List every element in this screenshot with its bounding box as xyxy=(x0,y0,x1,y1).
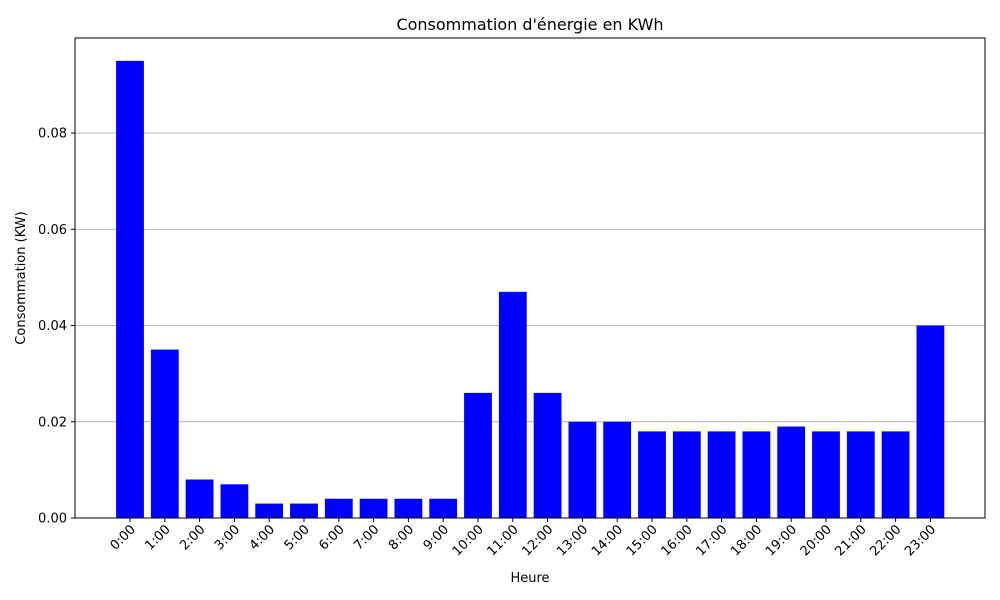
plot-frame xyxy=(74,37,986,519)
x-tick-label: 10:00 xyxy=(450,522,487,559)
x-tick-label: 7:00 xyxy=(351,522,382,553)
bar xyxy=(290,503,318,518)
bar xyxy=(255,503,284,518)
y-tick-label: 0.00 xyxy=(38,512,67,527)
bar xyxy=(116,60,144,518)
x-tick-label: 8:00 xyxy=(386,522,417,553)
bar xyxy=(394,498,423,518)
bar xyxy=(777,426,806,518)
bar xyxy=(638,431,666,518)
x-tick-label: 15:00 xyxy=(624,522,661,559)
y-tick-label: 0.04 xyxy=(38,319,67,334)
x-tick-label: 13:00 xyxy=(554,522,591,559)
bar xyxy=(220,484,249,518)
x-tick-label: 23:00 xyxy=(902,522,939,559)
y-axis-label: Consommation (KW) xyxy=(14,211,29,344)
bar xyxy=(916,325,945,518)
y-tick-label: 0.06 xyxy=(38,223,67,238)
x-tick-label: 9:00 xyxy=(421,522,452,553)
x-tick-label: 20:00 xyxy=(798,522,835,559)
bar xyxy=(846,431,875,518)
x-tick-label: 2:00 xyxy=(177,522,208,553)
bar xyxy=(603,421,632,518)
bar xyxy=(150,349,179,518)
x-tick-label: 17:00 xyxy=(693,522,730,559)
bar xyxy=(742,431,771,518)
bar xyxy=(324,498,353,518)
x-tick-label: 19:00 xyxy=(763,522,800,559)
y-axis-ticks: 0.00 0.02 0.04 0.06 0.08 xyxy=(38,127,75,527)
x-axis-ticks: 0:00 1:00 2:00 3:00 4:00 5:00 6:00 7:00 8:00 9:00… xyxy=(108,518,939,559)
bar xyxy=(498,291,527,518)
x-tick-label: 0:00 xyxy=(108,522,139,553)
x-tick-label: 3:00 xyxy=(212,522,243,553)
y-tick-label: 0.02 xyxy=(38,415,67,430)
bar xyxy=(812,431,840,518)
x-tick-label: 4:00 xyxy=(247,522,278,553)
bar xyxy=(533,392,562,518)
chart-title: Consommation d'énergie en KWh xyxy=(396,15,663,34)
x-tick-label: 11:00 xyxy=(485,522,522,559)
bar xyxy=(185,479,214,518)
grid-lines xyxy=(75,132,985,423)
x-tick-label: 1:00 xyxy=(142,522,173,553)
bar xyxy=(429,498,458,518)
x-tick-label: 5:00 xyxy=(282,522,313,553)
x-tick-label: 16:00 xyxy=(659,522,696,559)
x-tick-label: 18:00 xyxy=(728,522,765,559)
x-tick-label: 21:00 xyxy=(833,522,870,559)
x-tick-label: 6:00 xyxy=(316,522,347,553)
bar xyxy=(881,431,910,518)
bar xyxy=(464,392,492,518)
bar xyxy=(568,421,597,518)
x-axis-label: Heure xyxy=(510,571,549,586)
x-tick-label: 14:00 xyxy=(589,522,626,559)
bar xyxy=(359,498,388,518)
x-tick-label: 12:00 xyxy=(519,522,556,559)
bar xyxy=(672,431,701,518)
bars xyxy=(116,60,945,518)
y-tick-label: 0.08 xyxy=(38,127,67,142)
x-tick-label: 22:00 xyxy=(867,522,904,559)
bar xyxy=(707,431,736,518)
